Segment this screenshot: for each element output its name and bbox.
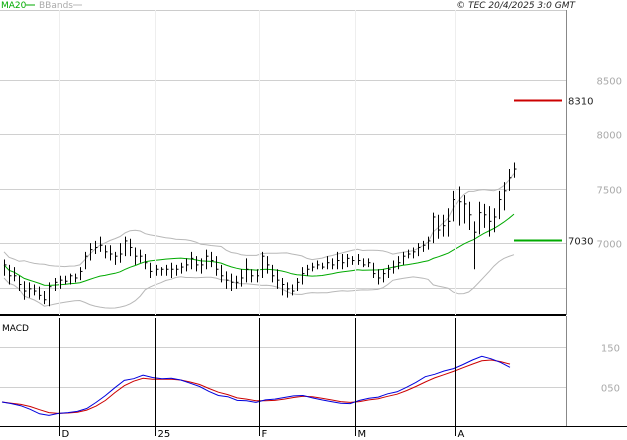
macd-ytick-label: 050	[601, 384, 620, 395]
price-level-label: 8310	[568, 97, 593, 108]
price-levels: 8310 7030	[514, 97, 593, 248]
time-axis-label: M	[358, 429, 367, 440]
price-ytick-label: 8000	[597, 131, 622, 142]
signal-series	[1, 359, 511, 414]
price-bars	[4, 162, 517, 307]
macd-lines	[1, 355, 511, 416]
price-ytick-label: 7500	[597, 186, 622, 197]
time-axis-label: A	[458, 429, 465, 440]
copyright-notice: © TEC 20/4/2025 3:0 GMT	[456, 1, 576, 11]
time-axis-labels: D 25 F M A	[59, 10, 465, 440]
macd-panel-title: MACD	[2, 324, 29, 334]
price-ytick-label: 7000	[597, 240, 622, 251]
time-axis-label: D	[62, 429, 70, 440]
price-level-label: 7030	[568, 237, 593, 248]
time-axis-label: 25	[158, 429, 171, 440]
price-grid: 7000 7500 8000 8500	[0, 77, 622, 289]
legend-bbands: BBands	[39, 1, 73, 11]
legend-ma20: MA20	[1, 1, 27, 11]
price-ytick-label: 8500	[597, 77, 622, 88]
macd-ytick-label: 150	[601, 344, 620, 355]
time-axis-label: F	[262, 429, 268, 440]
macd-grid: 050 150	[0, 344, 620, 395]
macd-series	[1, 355, 511, 416]
